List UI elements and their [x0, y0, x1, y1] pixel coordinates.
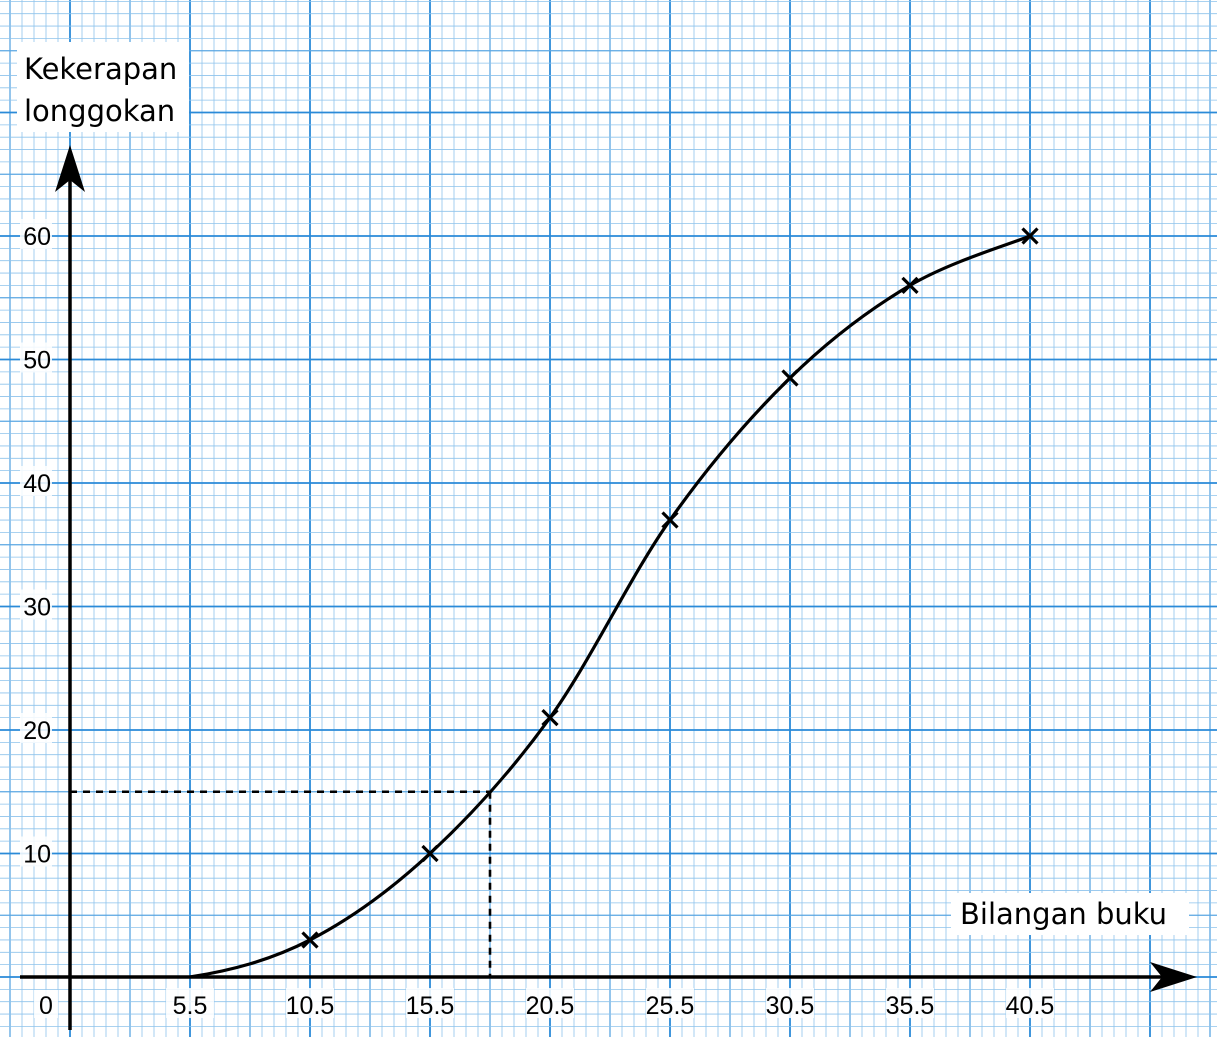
x-axis-label: Bilangan buku: [960, 897, 1167, 931]
data-point-marker: [781, 369, 799, 387]
tick-label-bg: [886, 988, 934, 1018]
x-tick-label: 30.5: [766, 992, 815, 1020]
tick-label-bg: [406, 988, 454, 1018]
tick-label-bg: [20, 836, 52, 867]
x-tick-label: 20.5: [526, 992, 575, 1020]
ogive-curve: [189, 234, 1031, 979]
data-point-marker: [1021, 227, 1039, 245]
tick-label-bg: [766, 988, 814, 1018]
tick-label-bg: [20, 713, 52, 743]
tick-label-bg: [20, 219, 52, 249]
origin-label: 0: [39, 992, 53, 1020]
tick-label-bg: [286, 988, 334, 1018]
data-point-marker: [661, 511, 679, 529]
chart-texts: 5.5 10.5 15.5 20.5 25.5 30.5 35.5 40.5 10 20 30 40 5…: [17, 42, 1189, 1020]
y-axis-label-line: longgokan: [24, 94, 175, 128]
tick-label-bg: [526, 988, 574, 1018]
x-axis-label-bg: [951, 893, 1189, 935]
y-tick-label: 20: [23, 717, 51, 745]
y-tick-label: 10: [23, 841, 51, 869]
plot-area: [70, 227, 1039, 979]
y-axis-arrow-icon: [55, 145, 85, 192]
y-axis-label-bg: [17, 42, 189, 132]
x-tick-label: 15.5: [406, 992, 455, 1020]
tick-label-bg: [20, 342, 52, 373]
y-axis-label-line: Kekerapan: [24, 52, 177, 86]
x-axis-arrow-icon: [1150, 962, 1197, 992]
data-point-marker: [301, 931, 319, 949]
tick-label-bg: [1006, 988, 1054, 1018]
y-tick-label: 60: [23, 223, 51, 251]
tick-label-bg: [646, 988, 694, 1018]
y-tick-label: 50: [23, 347, 51, 375]
x-tick-label: 40.5: [1006, 992, 1055, 1020]
tick-label-bg: [166, 988, 214, 1018]
data-point-marker: [541, 709, 559, 727]
x-tick-label: 35.5: [886, 992, 935, 1020]
axes: [20, 145, 1197, 1030]
x-tick-label: 10.5: [286, 992, 335, 1020]
data-point-marker: [421, 844, 439, 863]
origin-label-bg: [34, 990, 58, 1018]
data-point-marker: [901, 276, 919, 295]
y-tick-label: 40: [23, 470, 51, 498]
x-tick-label: 25.5: [646, 992, 695, 1020]
tick-label-bg: [20, 589, 52, 620]
x-tick-label: 5.5: [173, 992, 208, 1020]
y-tick-label: 30: [23, 594, 51, 622]
tick-label-bg: [20, 466, 52, 496]
